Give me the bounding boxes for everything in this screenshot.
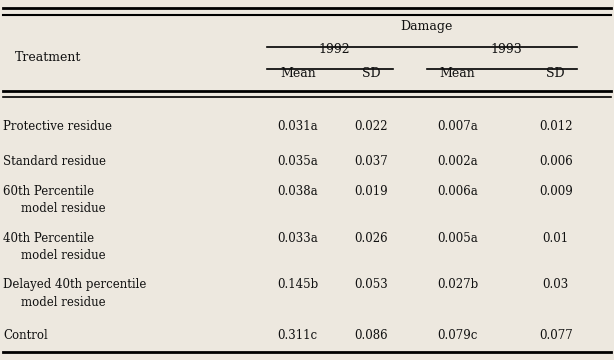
Text: 0.006a: 0.006a [437,185,478,198]
Text: 0.145b: 0.145b [277,278,319,291]
Text: 0.007a: 0.007a [437,120,478,134]
Text: SD: SD [546,67,565,80]
Text: 0.031a: 0.031a [278,120,318,134]
Text: 0.079c: 0.079c [437,329,478,342]
Text: 0.086: 0.086 [355,329,388,342]
Text: 0.053: 0.053 [355,278,388,291]
Text: Mean: Mean [440,67,475,80]
Text: 0.005a: 0.005a [437,231,478,244]
Text: 0.002a: 0.002a [437,154,478,168]
Text: Treatment: Treatment [15,51,82,64]
Text: 0.077: 0.077 [539,329,572,342]
Text: 0.037: 0.037 [355,154,388,168]
Text: model residue: model residue [21,202,106,215]
Text: 0.006: 0.006 [539,154,572,168]
Text: 0.019: 0.019 [355,185,388,198]
Text: 0.012: 0.012 [539,120,572,134]
Text: 0.038a: 0.038a [278,185,318,198]
Text: SD: SD [362,67,381,80]
Text: 0.026: 0.026 [355,231,388,244]
Text: 0.033a: 0.033a [278,231,318,244]
Text: Delayed 40th percentile: Delayed 40th percentile [3,278,147,291]
Text: model residue: model residue [21,296,106,309]
Text: 1992: 1992 [319,43,351,56]
Text: Mean: Mean [280,67,316,80]
Text: 40th Percentile: 40th Percentile [3,231,94,244]
Text: 0.01: 0.01 [543,231,569,244]
Text: 0.022: 0.022 [355,120,388,134]
Text: 60th Percentile: 60th Percentile [3,185,94,198]
Text: 0.009: 0.009 [539,185,572,198]
Text: 0.03: 0.03 [543,278,569,291]
Text: Protective residue: Protective residue [3,120,112,134]
Text: 0.035a: 0.035a [278,154,318,168]
Text: 1993: 1993 [491,43,523,56]
Text: 0.311c: 0.311c [278,329,318,342]
Text: 0.027b: 0.027b [437,278,478,291]
Text: model residue: model residue [21,249,106,262]
Text: Standard residue: Standard residue [3,154,106,168]
Text: Control: Control [3,329,48,342]
Text: Damage: Damage [400,20,453,33]
